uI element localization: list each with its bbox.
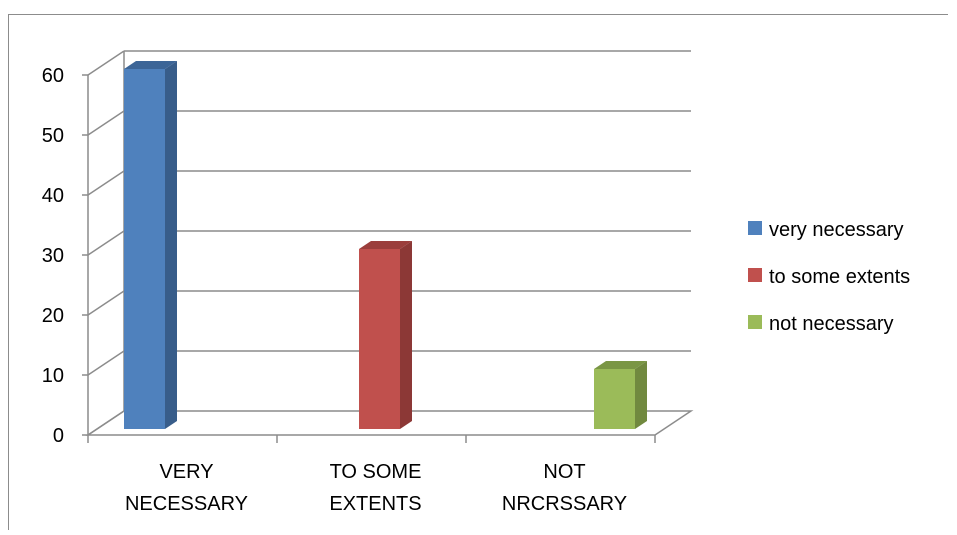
y-tick-label: 0	[53, 425, 64, 447]
bar-very-necessary	[124, 61, 177, 429]
y-tick-label: 20	[42, 305, 64, 327]
y-tick-labels: 0 10 20 30 40 50 60	[42, 65, 64, 447]
bar-side	[165, 61, 177, 429]
legend-label: not necessary	[769, 313, 894, 335]
y-tick-label: 60	[42, 65, 64, 87]
y-tick-label: 50	[42, 125, 64, 147]
legend: very necessary to some extents not necessa…	[748, 219, 910, 335]
bars	[124, 61, 647, 429]
side-gridline	[87, 290, 125, 316]
bar-front	[359, 249, 400, 429]
bar-front	[594, 369, 635, 429]
side-gridline	[87, 350, 125, 376]
bar-to-some-extents	[359, 241, 412, 429]
bar-top	[594, 361, 647, 369]
x-category-label: TO SOME EXTENTS	[329, 461, 421, 515]
legend-swatch	[748, 268, 762, 282]
x-category-label: VERY NECESSARY	[125, 461, 248, 515]
legend-swatch	[748, 315, 762, 329]
side-gridline	[87, 230, 125, 256]
bar-top	[124, 61, 177, 69]
bar-side	[635, 361, 647, 429]
side-gridline	[87, 50, 125, 76]
bar-side	[400, 241, 412, 429]
x-category-label: NOT NRCRSSARY	[502, 461, 627, 515]
side-gridline	[87, 110, 125, 136]
y-tick-label: 30	[42, 245, 64, 267]
y-tick-label: 10	[42, 365, 64, 387]
side-gridline	[87, 170, 125, 196]
legend-label: very necessary	[769, 219, 904, 241]
bar-top	[359, 241, 412, 249]
x-category-labels: VERY NECESSARY TO SOME EXTENTS NOT NRCRSSARY	[125, 461, 627, 515]
bar-front	[124, 69, 165, 429]
bar-not-necessary	[594, 361, 647, 429]
legend-label: to some extents	[769, 266, 910, 288]
chart-frame	[8, 14, 948, 530]
y-tick-label: 40	[42, 185, 64, 207]
legend-swatch	[748, 221, 762, 235]
